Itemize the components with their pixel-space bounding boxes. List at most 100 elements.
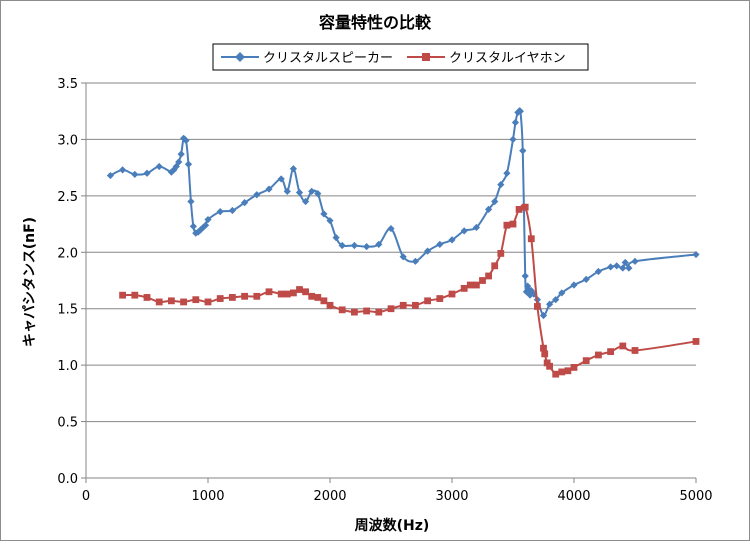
data-point [177, 150, 185, 158]
data-point [228, 206, 236, 215]
data-point [527, 235, 535, 243]
data-point [241, 199, 249, 207]
data-point [350, 241, 358, 250]
data-point [546, 300, 554, 308]
data-point [187, 197, 195, 206]
data-point [460, 227, 468, 235]
data-point [541, 350, 549, 358]
data-point [175, 158, 183, 166]
data-point [509, 220, 517, 228]
data-point [621, 258, 629, 267]
legend-label-earphone: クリスタルイヤホン [449, 51, 566, 66]
data-point [540, 344, 547, 352]
y-tick-label: 0.5 [57, 416, 78, 431]
data-point [296, 286, 303, 293]
data-point [387, 224, 395, 233]
data-point [308, 187, 316, 195]
data-point [412, 301, 419, 309]
gridlines [81, 82, 697, 483]
data-point [289, 165, 297, 173]
data-point [143, 169, 151, 177]
data-point [326, 217, 334, 225]
y-tick-label: 0.0 [57, 472, 78, 487]
y-tick-label: 1.0 [57, 359, 78, 374]
series-2 [119, 203, 700, 378]
data-point [552, 370, 560, 378]
data-point [216, 208, 224, 216]
data-point [436, 240, 444, 248]
y-tick-label: 1.5 [57, 303, 78, 318]
data-point [314, 190, 322, 198]
data-point [485, 272, 492, 280]
legend-marker-speaker [235, 52, 245, 62]
data-point [155, 162, 163, 171]
x-tick-label: 1000 [191, 489, 224, 504]
data-point [314, 294, 322, 301]
legend: クリスタルスピーカー クリスタルイヤホン [212, 43, 589, 71]
data-point [119, 166, 127, 174]
data-point [448, 236, 456, 244]
legend-box [212, 43, 589, 71]
data-point [472, 223, 480, 232]
data-point [302, 197, 310, 206]
data-point [582, 275, 590, 283]
data-point [131, 291, 139, 299]
data-point [497, 250, 505, 257]
data-point [182, 136, 190, 145]
data-point [155, 298, 163, 306]
data-point [607, 348, 614, 355]
data-point [607, 263, 615, 271]
x-tick-label: 5000 [679, 489, 712, 504]
data-point [253, 292, 261, 300]
data-point [338, 241, 346, 250]
data-point [229, 294, 236, 301]
data-point [511, 118, 520, 127]
data-point [351, 308, 358, 316]
data-point [491, 197, 499, 206]
data-point [189, 222, 197, 230]
data-point [503, 221, 511, 229]
axes [85, 83, 696, 479]
data-point [524, 282, 532, 290]
data-point [594, 267, 602, 276]
data-point [326, 301, 334, 309]
x-tick-label: 0 [82, 489, 90, 504]
data-point [332, 234, 340, 242]
data-point [411, 257, 419, 265]
y-axis-title: キャパシタンス(nF) [22, 217, 38, 347]
data-point [265, 185, 273, 193]
data-point [192, 296, 200, 304]
data-point [277, 290, 285, 298]
x-tick-label: 3000 [435, 489, 468, 504]
data-point [119, 291, 126, 299]
data-point [570, 364, 578, 371]
data-point [308, 292, 316, 300]
data-point [558, 289, 566, 297]
data-point [290, 289, 297, 297]
data-point [466, 281, 474, 289]
data-point [375, 308, 383, 316]
y-tick-label: 3.0 [57, 133, 78, 148]
data-point [619, 342, 627, 350]
data-point [363, 307, 370, 315]
data-point [546, 362, 553, 370]
data-point [277, 175, 285, 183]
data-point [216, 295, 224, 302]
data-point [631, 257, 639, 265]
data-point [522, 288, 531, 296]
data-point [168, 297, 175, 305]
data-point [479, 277, 486, 284]
x-axis-title: 周波数(Hz) [355, 517, 430, 534]
y-tick-label: 2.5 [57, 190, 78, 205]
x-tick-label: 2000 [313, 489, 346, 504]
data-point [387, 305, 395, 313]
data-point [241, 292, 248, 300]
data-point [204, 298, 212, 306]
data-point [564, 367, 572, 375]
x-tick-labels: 0 1000 2000 3000 4000 5000 [82, 489, 713, 504]
data-point [363, 243, 371, 251]
data-point [424, 297, 431, 305]
data-point [570, 281, 578, 289]
